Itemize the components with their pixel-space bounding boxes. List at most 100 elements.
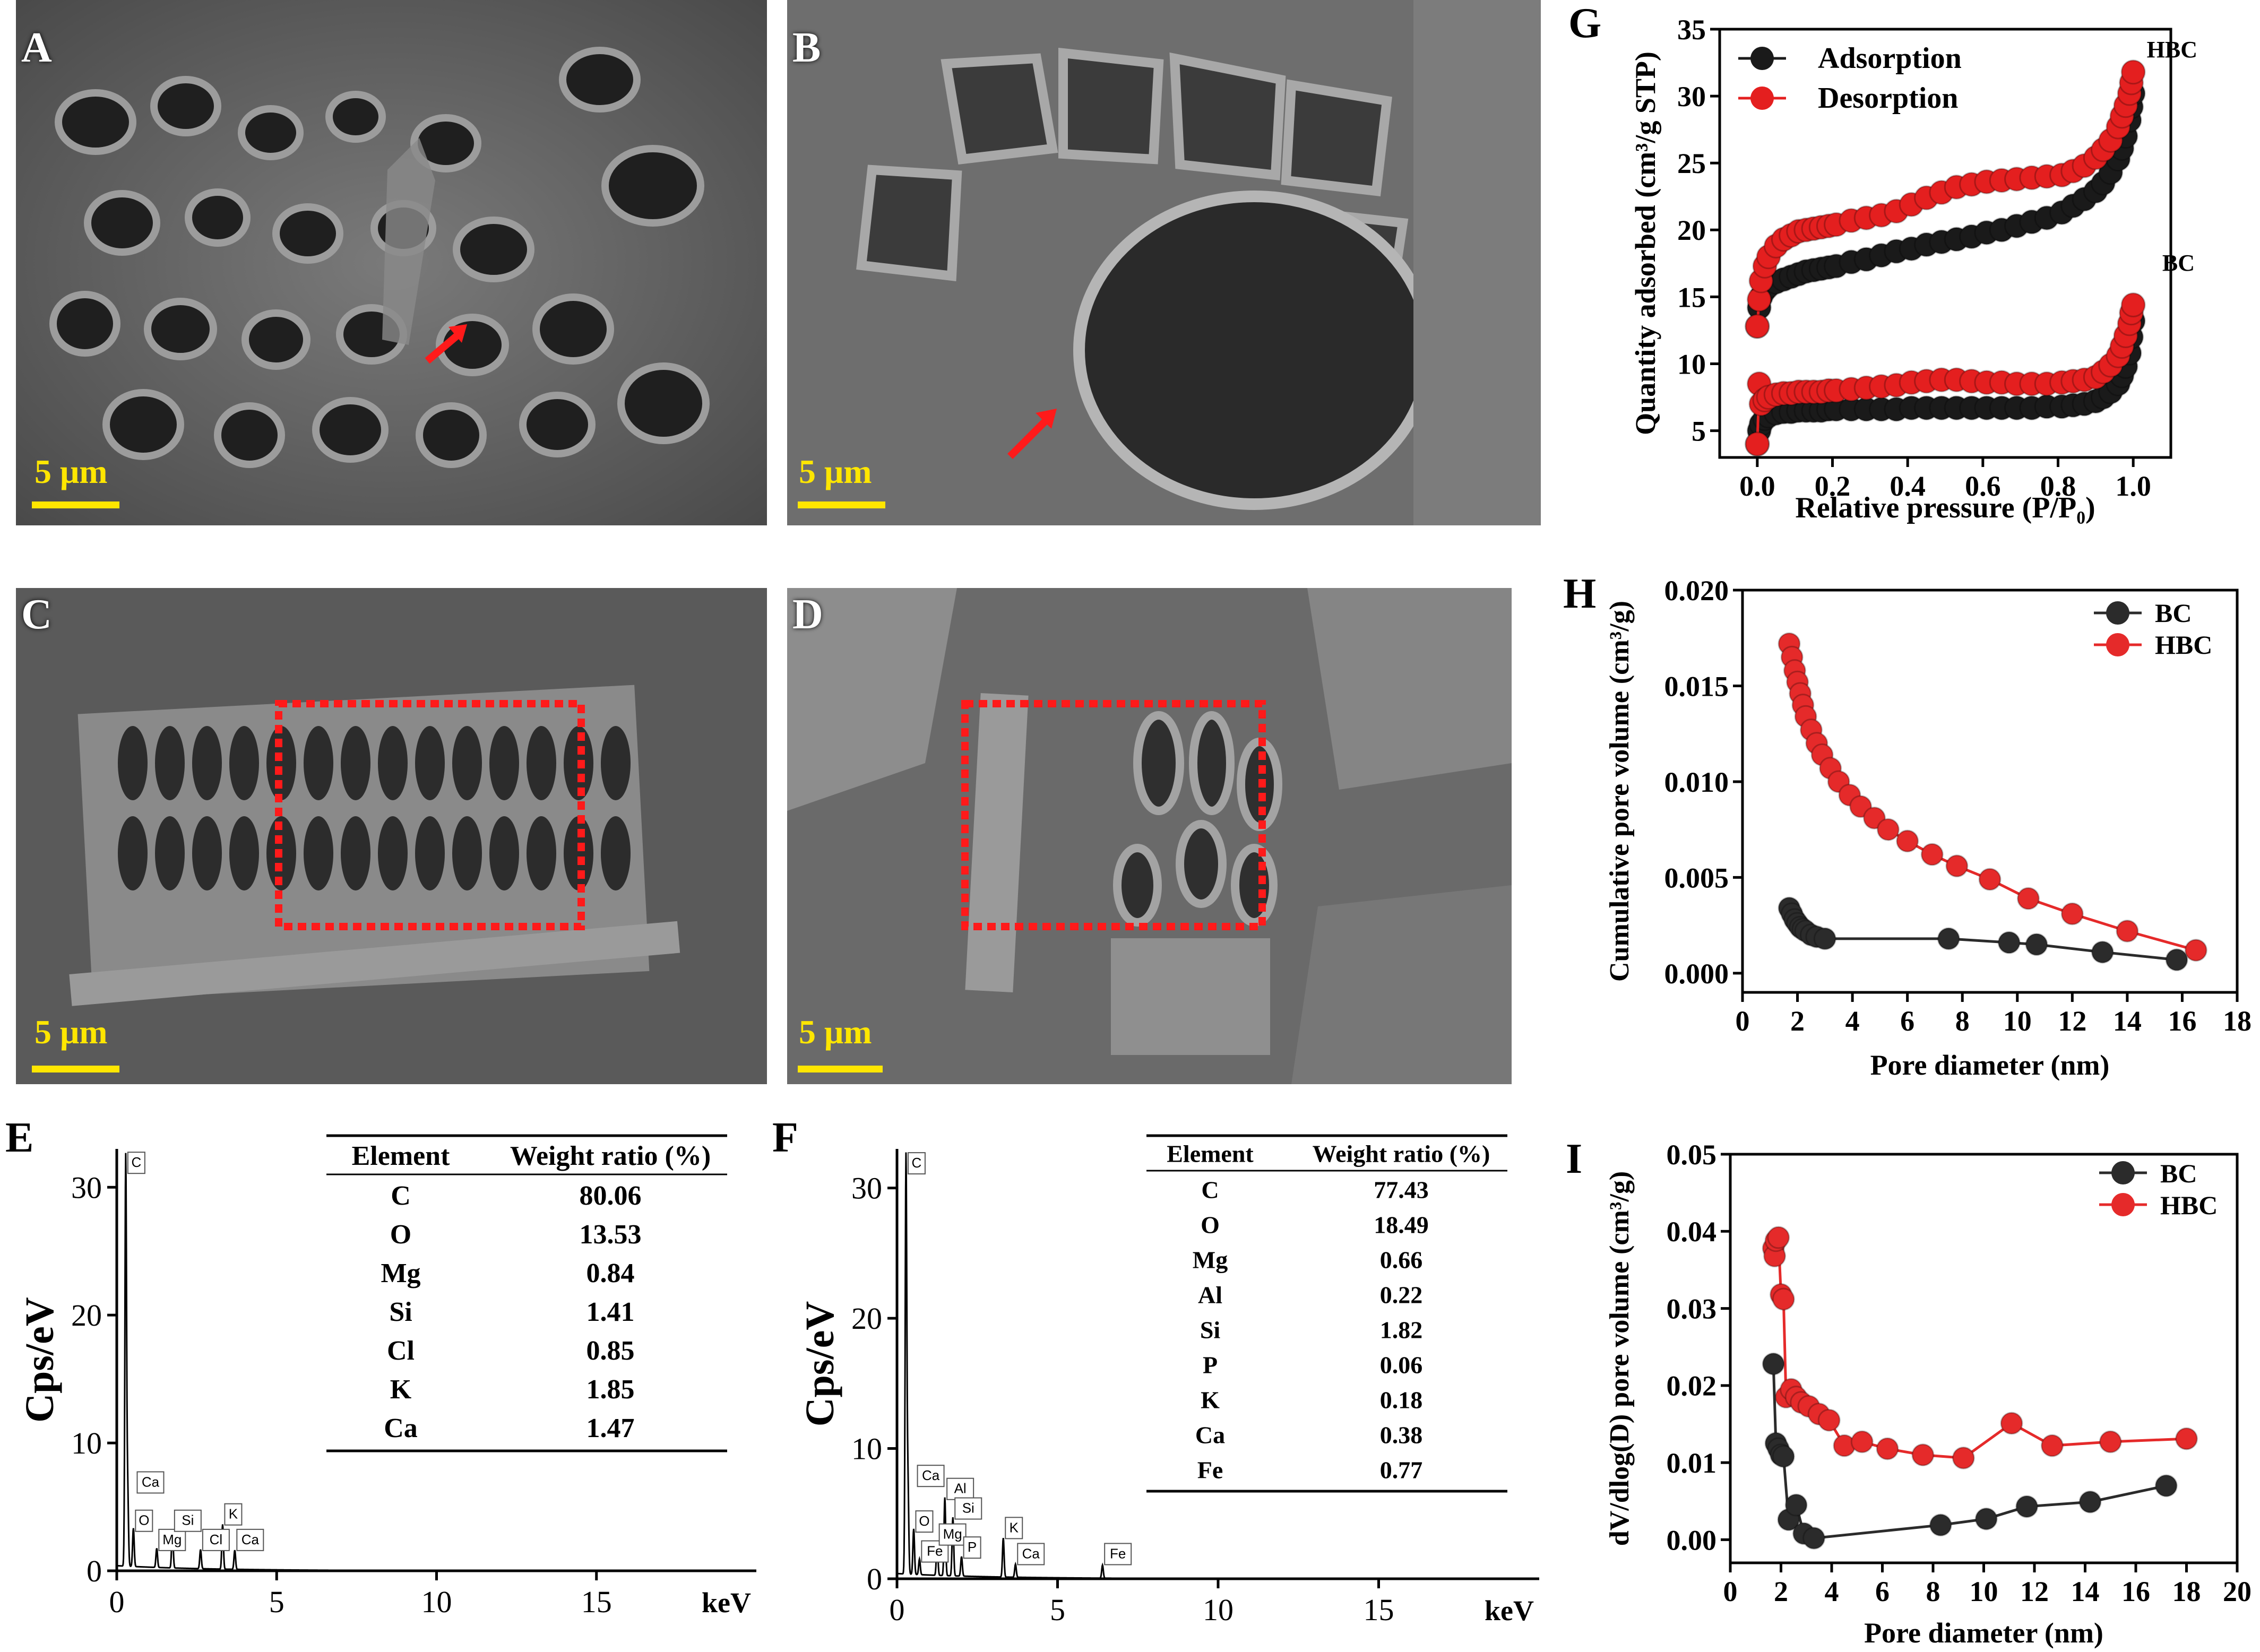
table-header-element: Element (352, 1141, 451, 1171)
series-hbc-point (2016, 887, 2040, 910)
legend-adsorption: Adsorption (1818, 42, 1962, 75)
y-tick-label: 20 (1677, 214, 1706, 246)
series-hbc-point (2116, 919, 2139, 942)
y-tick-label: 0.01 (1667, 1447, 1717, 1479)
y-tick-label: 5 (1692, 415, 1706, 447)
x-tick-label: 15 (581, 1585, 612, 1619)
bc-legend-marker (2111, 1161, 2135, 1184)
eds-E: E0 5 10 15 keV0102030Cps/eVCCaOMgSiClKCaElem… (5, 1114, 756, 1619)
peak-label-si: Si (182, 1512, 194, 1528)
panel-label-h: H (1563, 570, 1596, 617)
x-tick-label: 8 (1955, 1005, 1970, 1037)
peak-label-box (1005, 1517, 1023, 1539)
table-cell-weight: 77.43 (1374, 1176, 1429, 1203)
series-bc-point (2015, 1495, 2039, 1518)
scale-text-a: 5 μm (34, 453, 108, 490)
series-hbc-point (2060, 902, 2084, 926)
x-tick-label: 1.0 (2115, 470, 2151, 502)
y-axis-label: dV/dlog(D) pore volume (cm³/g) (1605, 1171, 1635, 1546)
table-header-element: Element (1167, 1140, 1254, 1167)
y-tick-label: 0.010 (1664, 766, 1729, 798)
scale-bar-b (798, 501, 885, 508)
peak-label-k: K (1010, 1519, 1019, 1535)
series-hbc-point (2000, 1412, 2023, 1435)
x-tick-label: 10 (1203, 1593, 1233, 1627)
legend-bc: BC (2160, 1158, 2197, 1188)
plot-frame (1741, 589, 2239, 994)
peak-label-ca: Ca (241, 1532, 260, 1547)
bc-legend-marker (2106, 601, 2129, 625)
x-tick-label: 12 (2058, 1005, 2086, 1037)
y-tick-label: 25 (1677, 148, 1706, 179)
hbc-legend-marker (2111, 1193, 2135, 1216)
x-tick-label: 0.6 (1965, 470, 2001, 502)
table-cell-element: Ca (1195, 1421, 1225, 1448)
series-hbc-point (1767, 1226, 1790, 1249)
sem-panel-c: C 5 μm (16, 588, 767, 1084)
table-cell-weight: 0.38 (1380, 1421, 1423, 1448)
series-bc-point (2091, 940, 2114, 964)
scale-text-b: 5 μm (799, 453, 872, 490)
table-cell-weight: 13.53 (580, 1219, 642, 1250)
x-tick-label: 10 (1970, 1576, 1998, 1607)
sem-image-a (16, 0, 767, 525)
annotation-bc: BC (2162, 250, 2195, 276)
table-cell-element: C (391, 1181, 411, 1211)
series-hbc-point (1772, 1287, 1795, 1311)
scale-text-d: 5 μm (799, 1013, 872, 1051)
x-tick-label: 6 (1900, 1005, 1914, 1037)
x-tick-label: 0 (1723, 1576, 1738, 1607)
peak-label-box (907, 1152, 926, 1175)
peak-label-p: P (968, 1539, 977, 1555)
y-tick-label: 30 (851, 1171, 882, 1206)
table-cell-weight: 80.06 (580, 1181, 642, 1211)
table-cell-weight: 1.82 (1380, 1316, 1423, 1343)
peak-label-box (938, 1523, 967, 1546)
peak-label-k: K (229, 1506, 238, 1522)
desorption-legend-marker (1750, 87, 1774, 110)
y-tick-label: 0.000 (1664, 958, 1729, 990)
x-tick-label: 0 (109, 1585, 125, 1619)
x-axis-label: keV (702, 1587, 751, 1619)
series-bc-point (2165, 948, 2188, 972)
arrow-a (425, 328, 464, 364)
axes-I: 0 2 4 6 8 10 12 14 16 18 20 0.00 0.01 0.02 0.03 0.04 0.0… (1566, 1136, 2252, 1649)
series-bc-point (1784, 1493, 1808, 1517)
y-tick-label: 0.015 (1664, 670, 1729, 702)
x-tick-label: 10 (421, 1585, 452, 1619)
x-tick-label: 2 (1774, 1576, 1788, 1607)
plot-frame (1718, 28, 2172, 459)
scale-bar-a (32, 501, 119, 508)
panel-label-b: B (792, 24, 821, 71)
peak-label-al: Al (954, 1481, 967, 1497)
series-hbc-point (1896, 829, 1919, 853)
peak-label-si: Si (962, 1500, 974, 1516)
table-cell-weight: 1.47 (586, 1413, 635, 1443)
x-axis-label: keV (1485, 1595, 1534, 1627)
axes-H: 0 2 4 6 8 10 12 14 16 18 0.000 0.005 0.010 0.015 0.020… (1563, 570, 2252, 1081)
y-tick-label: 0.03 (1667, 1293, 1717, 1325)
table-cell-weight: 0.66 (1380, 1246, 1423, 1273)
table-cell-weight: 0.18 (1380, 1386, 1423, 1413)
table-cell-weight: 0.22 (1380, 1281, 1423, 1308)
peak-label-ca: Ca (922, 1467, 940, 1483)
peak-label-box (1017, 1543, 1045, 1565)
adsorption-legend-marker (1750, 47, 1774, 70)
peak-label-box (954, 1497, 982, 1520)
y-tick-label: 10 (1677, 348, 1706, 380)
spectrum-line (896, 1152, 1539, 1580)
scale-bar-d (798, 1066, 883, 1072)
table-cell-weight: 1.85 (586, 1374, 635, 1405)
table-header-weight: Weight ratio (%) (510, 1141, 711, 1171)
x-tick-label: 5 (1050, 1593, 1065, 1627)
peak-label-o: O (139, 1512, 149, 1528)
x-tick-label: 0 (1736, 1005, 1750, 1037)
peak-label-box (917, 1465, 945, 1487)
y-axis-label: Cps/eV (18, 1297, 62, 1423)
table-cell-element: O (1201, 1211, 1220, 1238)
table-cell-element: Si (1200, 1316, 1221, 1343)
series-bc-point (1772, 1445, 1795, 1468)
x-axis-label: Pore diameter (nm) (1864, 1617, 2103, 1649)
series-hbc-point (1817, 1408, 1841, 1432)
